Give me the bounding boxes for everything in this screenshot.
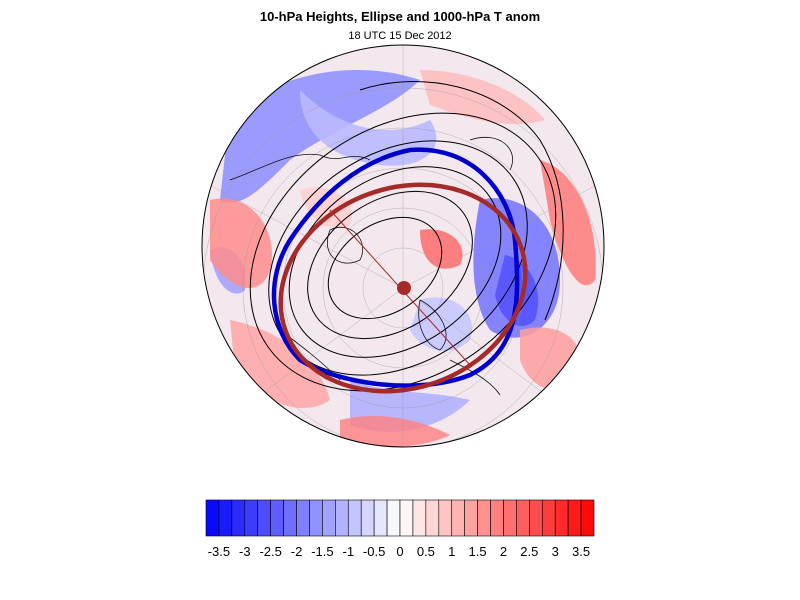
colorbar-cell xyxy=(580,499,595,537)
colorbar-cell xyxy=(464,499,478,537)
colorbar-cell xyxy=(554,499,569,537)
warm-anomaly-patch xyxy=(340,415,450,447)
colorbar-cell xyxy=(490,499,504,537)
colorbar-cell xyxy=(503,499,517,537)
colorbar-cell xyxy=(322,499,336,537)
colorbar-tick-label: -2 xyxy=(291,544,303,559)
colorbar-tick-label: -3 xyxy=(239,544,251,559)
colorbar-tick-label: 0 xyxy=(396,544,403,559)
colorbar-tick-label: -2.5 xyxy=(259,544,281,559)
warm-anomaly-patch xyxy=(420,70,545,125)
colorbar-cell xyxy=(257,499,271,537)
colorbar-cell xyxy=(296,499,310,537)
colorbar-tick-label: -0.5 xyxy=(363,544,385,559)
chart-subtitle: 18 UTC 15 Dec 2012 xyxy=(348,30,452,42)
colorbar-cell xyxy=(244,499,259,537)
colorbar-tick-label: -3.5 xyxy=(208,544,230,559)
colorbar-cell xyxy=(270,499,284,537)
colorbar-cell xyxy=(347,499,362,537)
colorbar-tick-label: 3.5 xyxy=(572,544,590,559)
globe-outline xyxy=(201,44,605,448)
colorbar-cell xyxy=(529,499,543,537)
colorbar-cell xyxy=(477,499,491,537)
colorbar-cell xyxy=(412,499,427,537)
colorbar-tick-label: 2 xyxy=(500,544,507,559)
vortex-edge-contour xyxy=(271,147,520,388)
colorbar-cell xyxy=(360,499,375,537)
colorbar-cell xyxy=(335,499,349,537)
colorbar-tick-label: -1.5 xyxy=(311,544,333,559)
colorbar-cell xyxy=(451,499,465,537)
colorbar-cell xyxy=(438,499,453,537)
colorbar-cell xyxy=(567,499,582,537)
colorbar-cell xyxy=(373,499,388,537)
colorbar-cell xyxy=(309,499,323,537)
colorbar-cell xyxy=(205,499,220,537)
warm-anomaly-patch xyxy=(210,198,272,289)
colorbar-cell xyxy=(399,499,414,537)
cold-anomaly-patch xyxy=(300,90,437,166)
colorbar-tick-label: 1 xyxy=(448,544,455,559)
colorbar-cell xyxy=(231,499,246,537)
colorbar-cell xyxy=(386,499,401,537)
colorbar-tick-label: 2.5 xyxy=(520,544,538,559)
colorbar-tick-label: -1 xyxy=(342,544,354,559)
colorbar-tick-label: 1.5 xyxy=(469,544,487,559)
colorbar-cell xyxy=(218,499,233,537)
colorbar-cell xyxy=(425,499,440,537)
colorbar-cell xyxy=(283,499,297,537)
warm-anomaly-patch xyxy=(540,160,596,286)
ellipse-fit xyxy=(278,182,528,394)
chart-title: 10-hPa Heights, Ellipse and 1000-hPa T a… xyxy=(259,9,541,24)
colorbar-cell xyxy=(541,499,556,537)
ellipse-center-dot xyxy=(397,281,411,295)
colorbar-tick-label: 3 xyxy=(552,544,559,559)
warm-anomaly-patch xyxy=(300,187,352,229)
colorbar-cell xyxy=(516,499,530,537)
colorbar-tick-label: 0.5 xyxy=(417,544,435,559)
